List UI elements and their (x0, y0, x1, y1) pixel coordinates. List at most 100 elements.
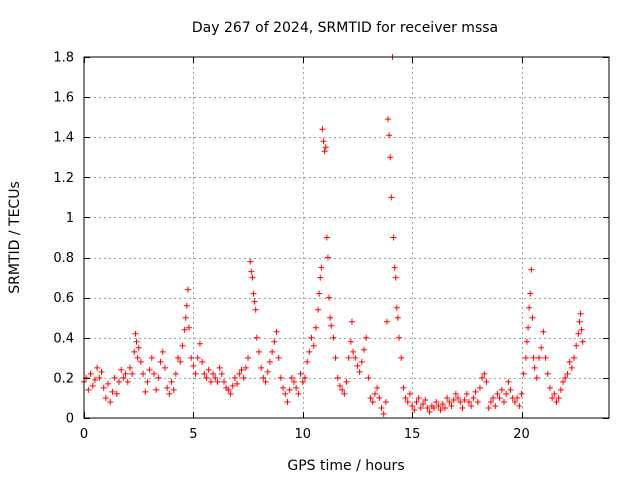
y-tick-labels: 0 0.2 0.4 0.6 0.8 1 1.2 1.4 1.6 1.8 (53, 51, 74, 427)
data-point (363, 334, 370, 341)
data-point (256, 348, 262, 355)
data-point (308, 334, 315, 341)
data-point (260, 374, 267, 381)
data-point (503, 390, 510, 397)
data-point (501, 398, 507, 405)
data-point (531, 364, 538, 371)
data-point (273, 328, 280, 335)
data-point (369, 398, 376, 405)
data-point (516, 402, 523, 409)
data-point (378, 404, 385, 411)
data-point (470, 394, 477, 401)
data-point (159, 348, 166, 355)
data-point (494, 390, 501, 397)
data-point (216, 364, 223, 371)
data-point (271, 338, 278, 345)
data-point (555, 394, 562, 401)
data-point (199, 358, 206, 365)
data-point (164, 384, 171, 391)
data-point (258, 364, 265, 371)
data-point (485, 404, 492, 411)
data-point (394, 314, 401, 321)
data-point (514, 394, 521, 401)
data-point (452, 390, 459, 397)
data-point (385, 116, 392, 123)
data-point (98, 368, 105, 375)
data-point (393, 304, 400, 311)
data-point (461, 396, 468, 403)
data-point (124, 378, 131, 385)
data-point (318, 264, 325, 271)
y-tick-label: 0.4 (53, 331, 74, 346)
data-point (409, 402, 416, 409)
data-point (324, 254, 331, 261)
data-point (184, 286, 191, 293)
data-point (417, 404, 424, 411)
data-point (116, 378, 122, 385)
data-point (444, 394, 451, 401)
data-point (380, 410, 387, 417)
data-point (341, 390, 348, 397)
data-points (81, 54, 586, 417)
x-tick-label: 5 (189, 427, 197, 442)
data-point (540, 328, 547, 335)
data-point (175, 354, 182, 361)
data-point (348, 318, 355, 325)
data-point (269, 348, 276, 355)
y-tick-label: 0.8 (53, 251, 74, 266)
data-point (466, 398, 472, 405)
data-point (218, 370, 225, 377)
data-point (487, 398, 494, 405)
data-point (118, 366, 125, 373)
data-point (361, 346, 367, 353)
data-point (505, 378, 512, 385)
data-point (529, 314, 536, 321)
x-tick-label: 20 (513, 427, 530, 442)
data-point (192, 370, 199, 377)
data-point (135, 344, 142, 351)
data-point (439, 400, 446, 407)
data-point (422, 396, 429, 403)
data-point (415, 394, 422, 401)
data-point (459, 404, 466, 411)
data-point (390, 234, 397, 241)
data-point (166, 390, 173, 397)
data-point (578, 326, 585, 333)
data-point (105, 380, 112, 387)
data-point (172, 370, 179, 377)
data-point (251, 298, 258, 305)
data-point (327, 314, 334, 321)
x-tick-label: 10 (294, 427, 311, 442)
data-point (404, 398, 411, 405)
data-point (457, 398, 464, 405)
data-point (301, 374, 308, 381)
data-point (229, 382, 236, 389)
data-point (304, 358, 311, 365)
y-tick-label: 0.2 (53, 371, 74, 386)
data-point (411, 406, 418, 413)
data-point (426, 408, 433, 415)
y-tick-label: 0 (66, 412, 74, 427)
data-point (396, 334, 402, 341)
data-point (201, 370, 208, 377)
data-point (207, 378, 214, 385)
data-point (448, 402, 455, 409)
data-point (157, 358, 164, 365)
data-point (140, 370, 147, 377)
data-point (326, 294, 332, 301)
data-point (109, 388, 116, 395)
data-point (525, 324, 532, 331)
data-point (530, 354, 537, 361)
data-point (365, 374, 372, 381)
data-point (319, 126, 326, 133)
data-point (214, 378, 221, 385)
data-point (168, 378, 175, 385)
data-point (551, 390, 558, 397)
data-point (579, 338, 586, 345)
data-point (424, 404, 431, 411)
data-point (450, 396, 457, 403)
data-point (483, 378, 490, 385)
data-point (557, 386, 564, 393)
data-point (96, 374, 103, 381)
data-point (538, 344, 545, 351)
